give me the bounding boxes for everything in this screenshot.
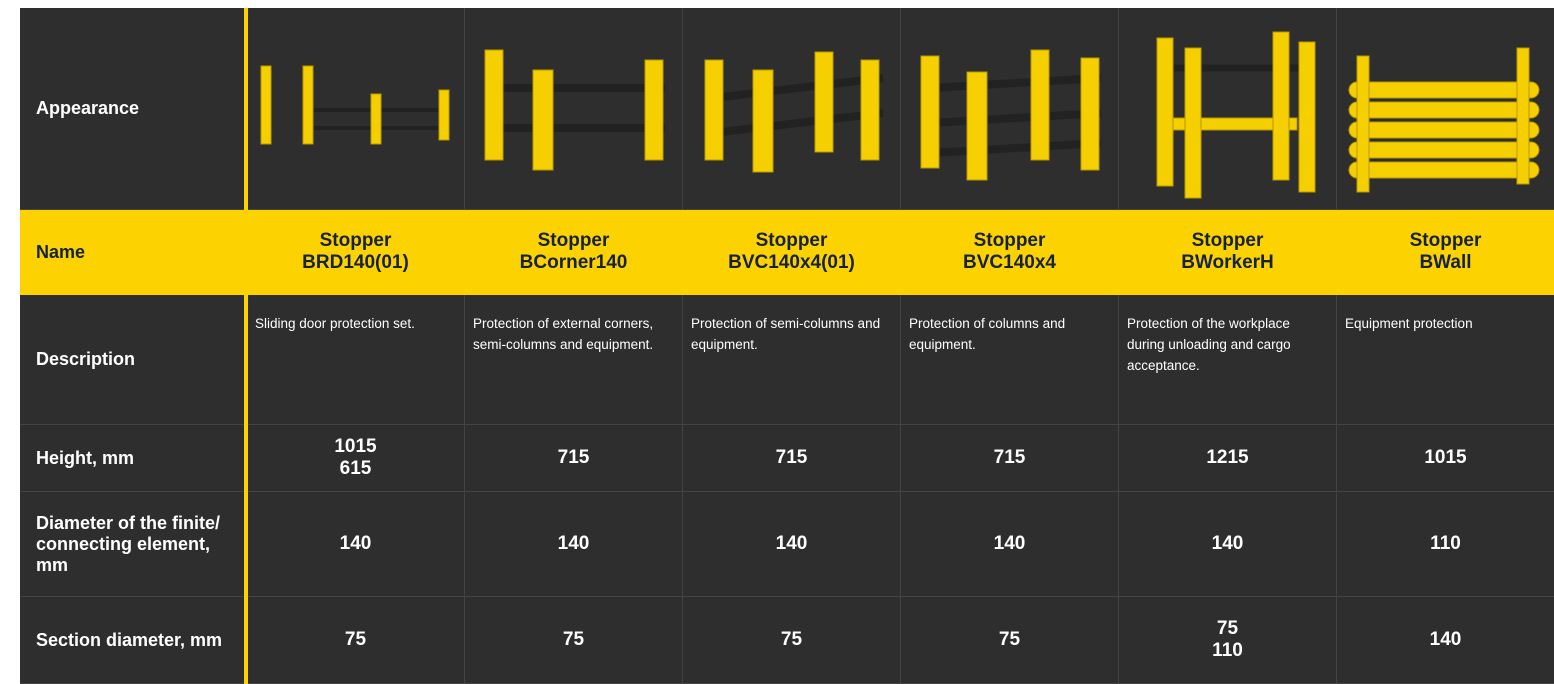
row-label: Section diameter, mm xyxy=(20,597,244,684)
table-cell: 75 xyxy=(465,597,683,684)
cell-text: Stopper xyxy=(319,230,392,251)
label-text: Diameter of the finite/ connecting eleme… xyxy=(36,512,221,575)
table-cell: 75 110 xyxy=(1119,597,1337,684)
table-cell: 140 xyxy=(683,492,901,597)
table-cell: 1015 xyxy=(1337,425,1554,492)
cell-text: BWall xyxy=(1419,252,1472,273)
cell-text: 140 xyxy=(339,533,372,554)
cell-text: BVC140x4(01) xyxy=(728,252,855,273)
cell-text: 140 xyxy=(1211,533,1244,554)
cell-text: BCorner140 xyxy=(519,252,628,273)
image-cell xyxy=(1119,8,1337,210)
row-label: Diameter of the finite/ connecting eleme… xyxy=(20,492,244,597)
image-cell xyxy=(901,8,1119,210)
image-cell xyxy=(247,8,465,210)
image-bvc140x4-01 xyxy=(704,51,884,173)
table-cell: Stopper BVC140x4(01) xyxy=(683,210,901,295)
table-cell: Stopper BWorkerH xyxy=(1119,210,1337,295)
table-cell: 1215 xyxy=(1119,425,1337,492)
table-cell: 140 xyxy=(1119,492,1337,597)
table-cell: Equipment protection xyxy=(1337,295,1554,425)
label-text: Appearance xyxy=(36,98,140,118)
row-label: Appearance xyxy=(20,8,244,210)
cell-text: 615 xyxy=(339,458,372,479)
table-cell: Protection of columns and equipment. xyxy=(901,295,1119,425)
image-brd140 xyxy=(260,65,450,145)
image-cell xyxy=(683,8,901,210)
label-text: Height, mm xyxy=(36,447,135,468)
table-cell: Protection of external corners, semi-col… xyxy=(465,295,683,425)
table-cell: 140 xyxy=(901,492,1119,597)
table-cell: 140 xyxy=(247,492,465,597)
accent-bar xyxy=(244,8,248,684)
cell-text: 715 xyxy=(775,447,808,468)
row-label: Description xyxy=(20,295,244,425)
cell-text: 75 xyxy=(344,629,367,650)
table-cell: Sliding door protection set. xyxy=(247,295,465,425)
table-cell: 110 xyxy=(1337,492,1554,597)
cell-text: 1015 xyxy=(334,436,377,457)
cell-text: Stopper xyxy=(755,230,828,251)
table-cell: 1015 615 xyxy=(247,425,465,492)
cell-text: 75 xyxy=(1216,618,1239,639)
table-cell: Stopper BVC140x4 xyxy=(901,210,1119,295)
table-cell: 75 xyxy=(247,597,465,684)
cell-text: 75 xyxy=(998,629,1021,650)
table-cell: 715 xyxy=(465,425,683,492)
image-bworkerh xyxy=(1156,31,1316,199)
label-text: Name xyxy=(36,241,86,262)
product-images xyxy=(260,31,1540,199)
cell-text: 715 xyxy=(993,447,1026,468)
table-cell: Stopper BCorner140 xyxy=(465,210,683,295)
image-cell xyxy=(465,8,683,210)
table-cell: 75 xyxy=(683,597,901,684)
cell-text: Protection of semi-columns and equipment… xyxy=(691,316,881,352)
cell-text: 75 xyxy=(780,629,803,650)
cell-text: 140 xyxy=(557,533,590,554)
table-cell: 75 xyxy=(901,597,1119,684)
row-label: Height, mm xyxy=(20,425,244,492)
cell-text: 140 xyxy=(775,533,808,554)
label-text: Section diameter, mm xyxy=(36,629,223,650)
cell-text: Stopper xyxy=(973,230,1046,251)
cell-text: 140 xyxy=(993,533,1026,554)
row-label: Name xyxy=(20,210,244,295)
cell-text: 1015 xyxy=(1424,447,1467,468)
cell-text: Protection of the workplace during unloa… xyxy=(1127,316,1291,373)
cell-text: Sliding door protection set. xyxy=(255,316,415,331)
cell-text: 140 xyxy=(1429,629,1462,650)
table-cell: 140 xyxy=(1337,597,1554,684)
cell-text: 110 xyxy=(1212,640,1243,661)
cell-text: Protection of external corners, semi-col… xyxy=(473,316,654,352)
cell-text: BRD140(01) xyxy=(302,252,409,273)
cell-text: 1215 xyxy=(1206,447,1249,468)
cell-text: 715 xyxy=(557,447,590,468)
table-cell: 715 xyxy=(901,425,1119,492)
table-cell: Protection of the workplace during unloa… xyxy=(1119,295,1337,425)
cell-text: Stopper xyxy=(537,230,610,251)
cell-text: 110 xyxy=(1430,533,1461,554)
cell-text: Stopper xyxy=(1409,230,1482,251)
cell-text: BVC140x4 xyxy=(963,252,1056,273)
table-cell: Stopper BWall xyxy=(1337,210,1554,295)
cell-text: 75 xyxy=(562,629,585,650)
cell-text: BWorkerH xyxy=(1181,252,1274,273)
comparison-table: Appearance Name Stopper BRD140(01) Stopper BC… xyxy=(20,8,1554,684)
image-cell xyxy=(1337,8,1554,210)
table-cell: 715 xyxy=(683,425,901,492)
image-bwall xyxy=(1348,47,1540,193)
cell-text: Protection of columns and equipment. xyxy=(909,316,1066,352)
table-cell: Stopper BRD140(01) xyxy=(247,210,465,295)
table-cell: Protection of semi-columns and equipment… xyxy=(683,295,901,425)
table-cell: 140 xyxy=(465,492,683,597)
cell-text: Stopper xyxy=(1191,230,1264,251)
image-bcorner140 xyxy=(484,49,665,171)
label-text: Description xyxy=(36,349,136,369)
image-bvc140x4 xyxy=(920,49,1102,181)
cell-text: Equipment protection xyxy=(1345,316,1473,331)
